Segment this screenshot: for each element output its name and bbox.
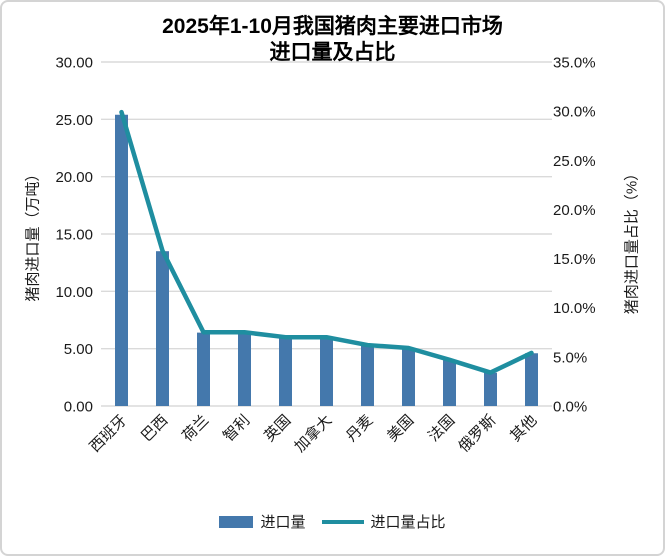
- y-right-tick-label: 25.0%: [553, 153, 596, 170]
- x-category-label: 巴西: [138, 412, 171, 445]
- y-right-tick-label: 35.0%: [553, 55, 596, 72]
- y-right-tick-label: 15.0%: [553, 251, 596, 268]
- legend: 进口量 进口量占比: [0, 511, 665, 532]
- y-left-tick-label: 30.00: [55, 55, 93, 72]
- bar: [238, 332, 251, 406]
- legend-item-share: 进口量占比: [321, 511, 446, 532]
- legend-label: 进口量占比: [370, 514, 446, 531]
- chart-title: 2025年1-10月我国猪肉主要进口市场 进口量及占比: [0, 14, 665, 66]
- bar: [320, 337, 333, 406]
- bar: [279, 337, 292, 406]
- legend-label: 进口量: [260, 514, 306, 531]
- y-left-tick-label: 20.00: [55, 169, 93, 186]
- x-category-label: 美国: [384, 412, 417, 445]
- x-category-label: 荷兰: [179, 412, 212, 445]
- bar: [402, 348, 415, 406]
- y-right-tick-label: 10.0%: [553, 300, 596, 317]
- x-category-label: 英国: [260, 411, 294, 445]
- chart-title-line-1: 2025年1-10月我国猪肉主要进口市场: [162, 15, 503, 38]
- y-left-tick-label: 10.00: [55, 284, 93, 301]
- x-category-label: 法国: [425, 412, 458, 445]
- bar: [443, 360, 456, 406]
- bar: [484, 372, 497, 406]
- percent-line: [119, 109, 534, 375]
- legend-item-imports: 进口量: [219, 511, 306, 532]
- y-right-tick-label: 0.0%: [553, 399, 587, 416]
- line-series-swatch-icon: [321, 519, 364, 524]
- bar: [115, 114, 128, 406]
- y-left-tick-label: 15.00: [55, 227, 93, 244]
- bar-series-swatch-icon: [219, 515, 254, 528]
- y-right-tick-label: 5.0%: [553, 349, 587, 366]
- x-category-label: 加拿大: [291, 411, 336, 456]
- x-category-label: 其他: [507, 412, 540, 445]
- y-left-tick-label: 25.00: [55, 112, 93, 129]
- x-category-label: 俄罗斯: [455, 412, 499, 456]
- bar: [525, 353, 538, 406]
- bar: [197, 332, 210, 406]
- y-axis-title-right: 猪肉进口量占比（%）: [623, 165, 641, 315]
- y-left-tick-label: 0.00: [64, 399, 93, 416]
- x-category-label: 丹麦: [343, 412, 376, 445]
- x-category-label: 西班牙: [86, 412, 130, 456]
- bar: [156, 251, 169, 406]
- bar: [361, 345, 374, 406]
- x-category-label: 智利: [219, 411, 253, 445]
- y-right-tick-label: 20.0%: [553, 202, 596, 219]
- y-right-tick-label: 30.0%: [553, 104, 596, 121]
- y-left-tick-label: 5.00: [64, 341, 93, 358]
- chart-title-line-2: 进口量及占比: [269, 41, 396, 64]
- y-axis-title-left: 猪肉进口量（万吨）: [24, 166, 42, 302]
